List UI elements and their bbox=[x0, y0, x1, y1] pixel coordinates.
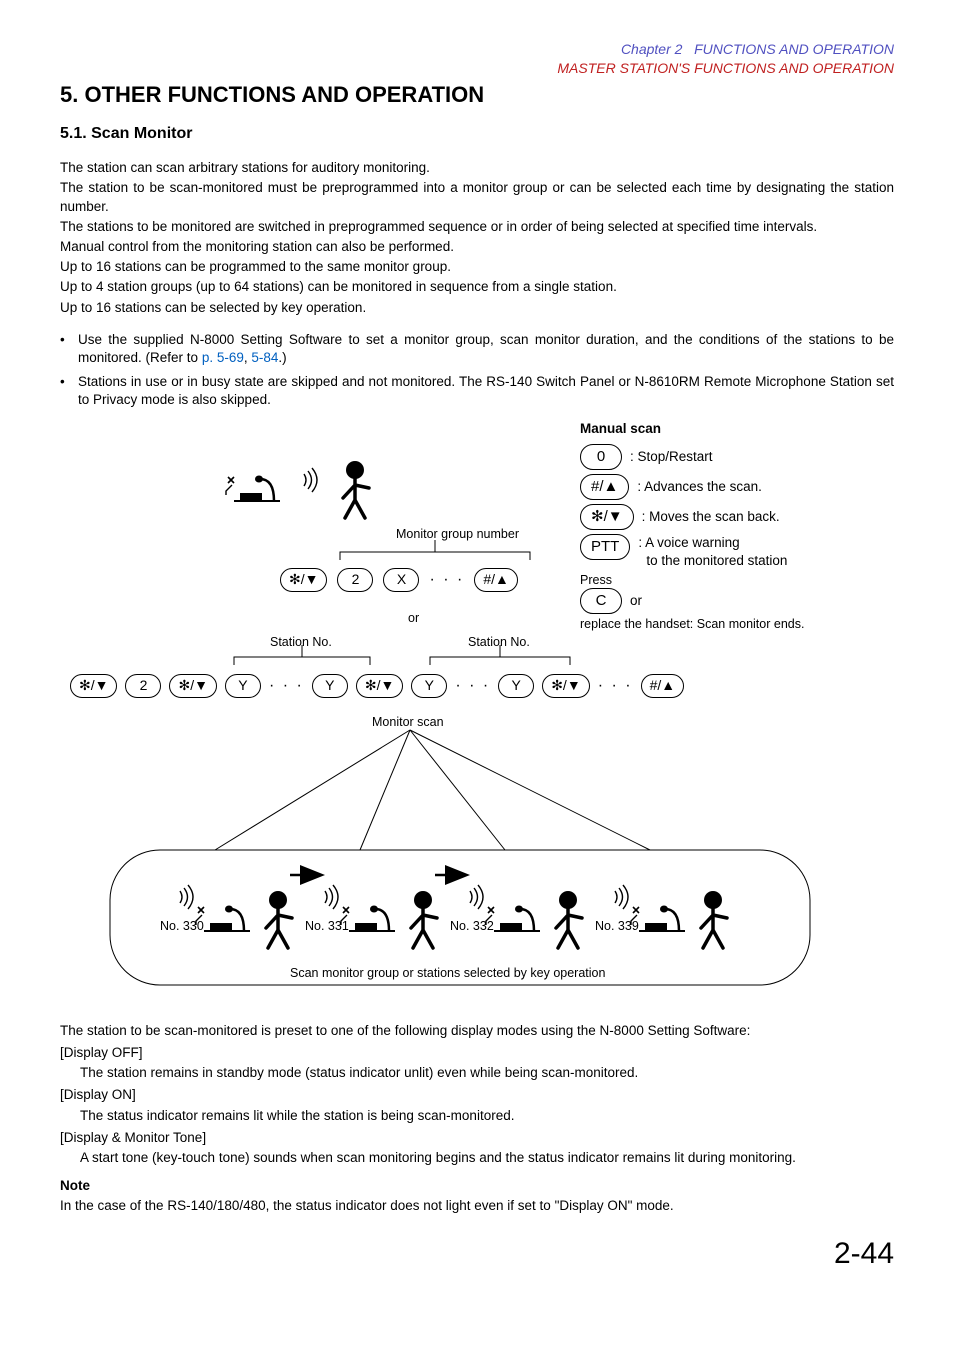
mode1-desc: The station remains in standby mode (sta… bbox=[80, 1064, 894, 1082]
manual-scan-title: Manual scan bbox=[580, 420, 661, 438]
bullet-list: • Use the supplied N-8000 Setting Softwa… bbox=[60, 331, 894, 410]
bullet-2: • Stations in use or in busy state are s… bbox=[60, 373, 894, 409]
ptt-line2: to the monitored station bbox=[646, 553, 787, 568]
key-ptt: PTT bbox=[580, 534, 630, 560]
station-330: No. 330 bbox=[160, 918, 204, 935]
c-or: or bbox=[630, 592, 642, 610]
para-1: The station can scan arbitrary stations … bbox=[60, 159, 894, 177]
r2-y3: Y bbox=[411, 674, 447, 698]
station-no-1: Station No. bbox=[270, 634, 332, 651]
mode2-desc: The status indicator remains lit while t… bbox=[80, 1107, 894, 1125]
bullet-dot: • bbox=[60, 331, 78, 367]
key-row-2: ✻/▼ 2 ✻/▼ Y · · · Y ✻/▼ Y · · · Y ✻/▼ · … bbox=[70, 674, 684, 698]
desc-back: : Moves the scan back. bbox=[642, 508, 780, 526]
station-331: No. 331 bbox=[305, 918, 349, 935]
para-6: Up to 4 station groups (up to 64 station… bbox=[60, 278, 894, 296]
r2-star-1: ✻/▼ bbox=[70, 674, 117, 698]
mode3-desc: A start tone (key-touch tone) sounds whe… bbox=[80, 1149, 894, 1167]
note-text: In the case of the RS-140/180/480, the s… bbox=[60, 1197, 894, 1215]
r2-dots-3: · · · bbox=[598, 675, 633, 697]
mode3-title: [Display & Monitor Tone] bbox=[60, 1129, 894, 1147]
page-number: 2-44 bbox=[60, 1234, 894, 1275]
b1-post: .) bbox=[278, 350, 286, 365]
bullet-dot: • bbox=[60, 373, 78, 409]
chapter-title: FUNCTIONS AND OPERATION bbox=[694, 41, 894, 57]
or-label: or bbox=[408, 610, 419, 627]
subtitle-line: MASTER STATION'S FUNCTIONS AND OPERATION bbox=[60, 59, 894, 78]
key-c: C bbox=[580, 588, 622, 614]
key-hash-up-1: #/▲ bbox=[474, 568, 518, 592]
key-row-1: ✻/▼ 2 X · · · #/▲ bbox=[280, 568, 518, 592]
para-4: Manual control from the monitoring stati… bbox=[60, 238, 894, 256]
para-7: Up to 16 stations can be selected by key… bbox=[60, 299, 894, 317]
r2-hash: #/▲ bbox=[641, 674, 685, 698]
r2-star-4: ✻/▼ bbox=[542, 674, 589, 698]
key-2-1: 2 bbox=[337, 568, 373, 592]
station-no-2: Station No. bbox=[468, 634, 530, 651]
para-5: Up to 16 stations can be programmed to t… bbox=[60, 258, 894, 276]
para-2: The station to be scan-monitored must be… bbox=[60, 179, 894, 215]
r2-dots-1: · · · bbox=[269, 675, 304, 697]
r2-y1: Y bbox=[225, 674, 261, 698]
desc-stop: : Stop/Restart bbox=[630, 448, 713, 466]
mode1-title: [Display OFF] bbox=[60, 1044, 894, 1062]
bullet-1-text: Use the supplied N-8000 Setting Software… bbox=[78, 331, 894, 367]
bullet-2-text: Stations in use or in busy state are ski… bbox=[78, 373, 894, 409]
key-hash-up: #/▲ bbox=[580, 474, 629, 500]
b1-pre: Use the supplied N-8000 Setting Software… bbox=[78, 332, 894, 365]
desc-adv: : Advances the scan. bbox=[637, 478, 762, 496]
press-label: Press bbox=[580, 572, 612, 589]
diagram: Manual scan 0 : Stop/Restart #/▲ : Advan… bbox=[60, 420, 894, 1010]
key-0: 0 bbox=[580, 444, 622, 470]
after-para: The station to be scan-monitored is pres… bbox=[60, 1022, 894, 1040]
monitor-group-number-label: Monitor group number bbox=[396, 526, 519, 543]
r2-star-2: ✻/▼ bbox=[169, 674, 216, 698]
dots-1: · · · bbox=[429, 569, 464, 591]
link-p569[interactable]: p. 5-69 bbox=[202, 350, 244, 365]
r2-dots-2: · · · bbox=[455, 675, 490, 697]
r2-y4: Y bbox=[498, 674, 534, 698]
note-label: Note bbox=[60, 1177, 894, 1195]
r2-y2: Y bbox=[312, 674, 348, 698]
group-caption: Scan monitor group or stations selected … bbox=[290, 965, 605, 982]
r2-2: 2 bbox=[125, 674, 161, 698]
bullet-1: • Use the supplied N-8000 Setting Softwa… bbox=[60, 331, 894, 367]
key-star-down-1: ✻/▼ bbox=[280, 568, 327, 592]
link-584[interactable]: 5-84 bbox=[251, 350, 278, 365]
desc-ptt: : A voice warning to the monitored stati… bbox=[638, 534, 787, 570]
ptt-line1: : A voice warning bbox=[638, 535, 739, 550]
r2-star-3: ✻/▼ bbox=[356, 674, 403, 698]
key-star-down: ✻/▼ bbox=[580, 504, 634, 530]
section-h1: 5. OTHER FUNCTIONS AND OPERATION bbox=[60, 80, 894, 110]
key-x: X bbox=[383, 568, 419, 592]
chapter-prefix: Chapter 2 bbox=[621, 41, 682, 57]
station-332: No. 332 bbox=[450, 918, 494, 935]
replace-handset: replace the handset: Scan monitor ends. bbox=[580, 616, 804, 633]
section-h2: 5.1. Scan Monitor bbox=[60, 123, 894, 145]
para-3: The stations to be monitored are switche… bbox=[60, 218, 894, 236]
mode2-title: [Display ON] bbox=[60, 1086, 894, 1104]
station-339: No. 339 bbox=[595, 918, 639, 935]
monitor-scan-label: Monitor scan bbox=[372, 714, 444, 731]
chapter-line: Chapter 2 FUNCTIONS AND OPERATION bbox=[60, 40, 894, 59]
